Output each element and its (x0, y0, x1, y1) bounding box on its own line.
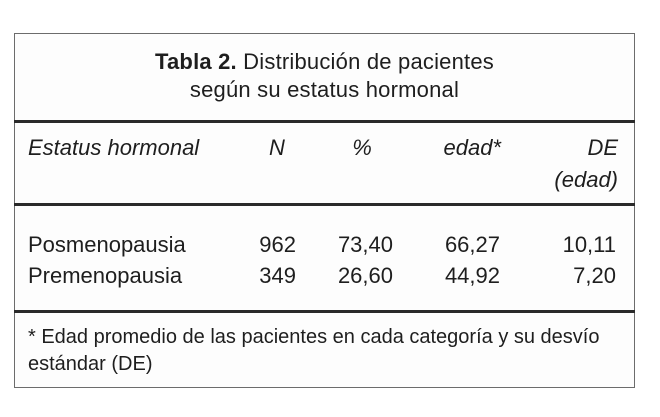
header-bottom-rule (14, 203, 635, 206)
table-caption-title: Distribución de pacientes (236, 49, 494, 74)
table-row-percent: 73,40 (337, 232, 393, 257)
header-status: Estatus hormonal (28, 135, 200, 160)
table-caption: Tabla 2. Distribución de pacientes (14, 48, 635, 75)
footer-rule (14, 310, 635, 313)
table-frame (14, 33, 635, 388)
table-row-sd: 7,20 (573, 263, 616, 288)
header-n: N (269, 135, 285, 160)
table-row-n: 962 (259, 232, 296, 257)
table-caption-label: Tabla 2. (154, 49, 237, 74)
table-row-sd: 10,11 (562, 232, 616, 257)
header-percent: % (352, 135, 372, 160)
header-sd-subtitle: (edad) (554, 167, 618, 192)
header-top-rule (14, 120, 635, 123)
header-sd: DE (587, 135, 618, 160)
table-row-age: 44,92 (444, 263, 500, 288)
table-footnote: * Edad promedio de las pacientes en cada… (28, 326, 600, 375)
header-age: edad* (443, 135, 501, 160)
table-row-age: 66,27 (444, 232, 500, 257)
table-row-status: Posmenopausia (28, 232, 186, 257)
table-row-status: Premenopausia (28, 263, 183, 288)
table-row-n: 349 (259, 263, 296, 288)
table-caption-subtitle: según su estatus hormonal (189, 77, 460, 102)
table-row-percent: 26,60 (337, 263, 393, 288)
